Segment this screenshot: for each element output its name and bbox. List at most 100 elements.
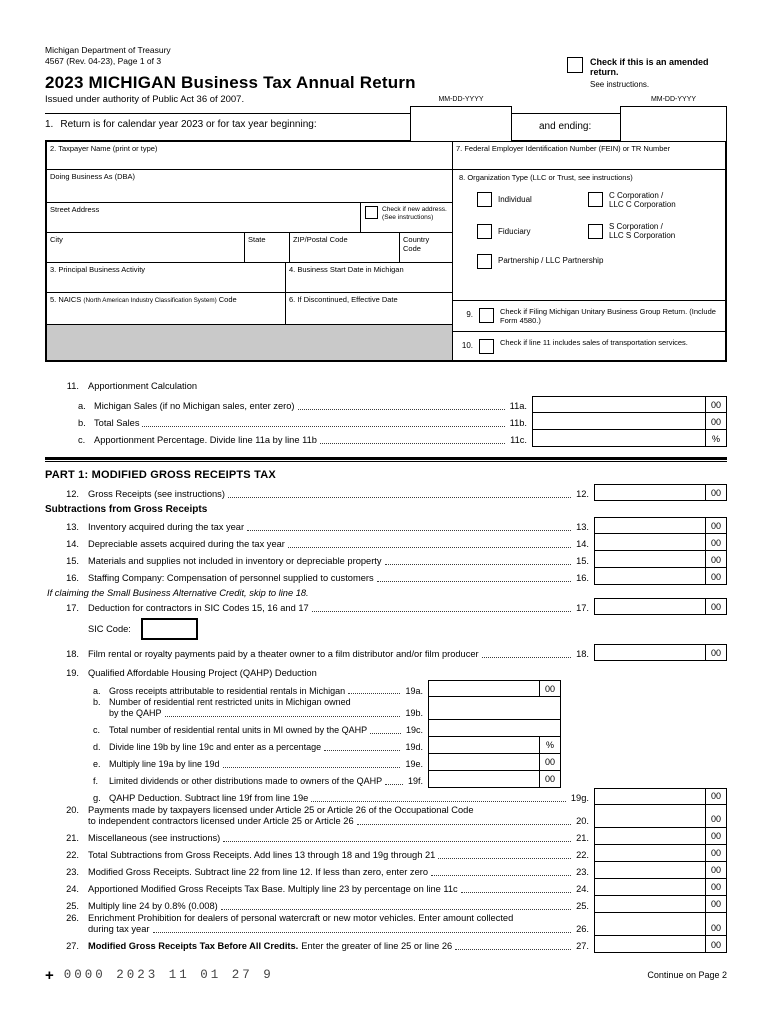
line-12-amount-box[interactable]: 00 <box>594 484 727 501</box>
line-letter: a. <box>78 401 86 412</box>
cents-cell: 00 <box>705 878 726 895</box>
line-ref: 19e. <box>405 759 423 770</box>
business-start-date-field[interactable]: 4. Business Start Date in Michigan <box>285 263 452 292</box>
tax-year-ending-field[interactable] <box>620 106 727 142</box>
line-11: 11. Apportionment Calculation <box>45 376 727 393</box>
unitary-group-checkbox[interactable] <box>479 307 494 323</box>
line-19d-percentage-box[interactable]: % <box>428 736 561 754</box>
dotted-leader <box>460 891 572 893</box>
line-19a-amount-box[interactable]: 00 <box>428 680 561 697</box>
line-text: Miscellaneous (see instructions) <box>88 833 221 844</box>
line-11c-percentage-box[interactable]: % <box>532 430 727 447</box>
line-number: 13. <box>66 522 79 533</box>
line-23-amount-box[interactable]: 00 <box>594 861 727 879</box>
amended-return-note: See instructions. <box>590 79 650 89</box>
line-number: 12. <box>66 489 79 500</box>
line-text: Gross Receipts (see instructions) <box>88 489 225 500</box>
line-19g-amount-box[interactable]: 00 <box>594 787 727 805</box>
sic-code-field[interactable] <box>140 618 198 640</box>
line-letter: b. <box>78 418 86 429</box>
line-ref: 19f. <box>407 776 423 787</box>
discontinued-date-field[interactable]: 6. If Discontinued, Effective Date <box>285 293 452 324</box>
partnership-checkbox[interactable] <box>477 253 492 269</box>
line-text: Apportionment Calculation <box>88 381 198 392</box>
part-divider-rule <box>45 457 727 462</box>
line-22: 22. Total Subtractions from Gross Receip… <box>45 844 727 862</box>
line-19c-amount-box[interactable] <box>428 719 561 737</box>
fiduciary-checkbox[interactable] <box>477 223 492 239</box>
dba-field[interactable]: Doing Business As (DBA) <box>50 172 136 181</box>
dotted-leader <box>370 732 401 734</box>
line-19e-amount-box[interactable]: 00 <box>428 753 561 771</box>
city-field[interactable]: City <box>50 235 63 244</box>
c-corporation-checkbox[interactable] <box>588 192 603 208</box>
cents-cell: 00 <box>705 935 726 952</box>
dotted-leader <box>311 611 572 612</box>
line-19d: d. Divide line 19b by line 19c and enter… <box>45 736 727 754</box>
line-19b-amount-box[interactable] <box>428 697 561 720</box>
identification-table: 2. Taxpayer Name (print or type) Doing B… <box>45 140 727 362</box>
line-13-amount-box[interactable]: 00 <box>594 517 727 534</box>
line-27-amount-box[interactable]: 00 <box>594 935 727 953</box>
line-number: 22. <box>66 850 79 861</box>
line-ref: 26. <box>576 924 589 935</box>
taxpayer-name-field[interactable]: 2. Taxpayer Name (print or type) <box>50 144 158 153</box>
line-ref: 19a. <box>405 685 423 696</box>
line-text-2: by the QAHP <box>109 708 162 719</box>
tax-year-beginning-field[interactable] <box>410 106 512 142</box>
line-19c: c. Total number of residential rental un… <box>45 719 727 737</box>
s-corporation-checkbox[interactable] <box>588 223 603 239</box>
line-text: Multiply line 19a by line 19d <box>109 759 220 770</box>
line-letter: c. <box>78 435 86 446</box>
line-number: 23. <box>66 867 79 878</box>
line-13: 13. Inventory acquired during the tax ye… <box>45 517 727 534</box>
line-number: 10. <box>461 341 473 351</box>
line-11b-amount-box[interactable]: 00 <box>532 413 727 430</box>
street-address-field[interactable]: Street Address <box>50 205 100 214</box>
dotted-leader <box>227 497 572 498</box>
line-19g: g. QAHP Deduction. Subtract line 19f fro… <box>45 787 727 805</box>
line-21-amount-box[interactable]: 00 <box>594 827 727 845</box>
line-15-amount-box[interactable]: 00 <box>594 551 727 568</box>
line-26-amount-box[interactable]: 00 <box>594 912 727 936</box>
cents-cell: 00 <box>705 895 726 912</box>
transportation-services-checkbox[interactable] <box>479 339 494 355</box>
dotted-leader <box>385 783 403 785</box>
line-20-amount-box[interactable]: 00 <box>594 804 727 828</box>
line-19f-amount-box[interactable]: 00 <box>428 770 561 788</box>
line-14-amount-box[interactable]: 00 <box>594 534 727 551</box>
amended-return-checkbox[interactable] <box>567 57 583 73</box>
line-18-amount-box[interactable]: 00 <box>594 644 727 661</box>
line-24-amount-box[interactable]: 00 <box>594 878 727 896</box>
line-25-amount-box[interactable]: 00 <box>594 895 727 913</box>
cents-cell: 00 <box>705 912 726 935</box>
dotted-leader <box>311 800 566 802</box>
principal-business-activity-field[interactable]: 3. Principal Business Activity <box>50 265 146 274</box>
line-ref: 19g. <box>570 792 589 803</box>
line-number: 14. <box>66 539 79 550</box>
line-text-2: to independent contractors licensed unde… <box>88 816 354 827</box>
new-address-checkbox[interactable] <box>365 206 378 219</box>
fein-field[interactable]: 7. Federal Employer Identification Numbe… <box>456 144 671 153</box>
line-21: 21. Miscellaneous (see instructions) 21.… <box>45 827 727 845</box>
line-letter: e. <box>93 759 101 770</box>
zip-field[interactable]: ZIP/Postal Code <box>289 233 399 262</box>
naics-code-field[interactable]: 5. NAICS (North American Industry Classi… <box>47 293 285 324</box>
page-footer: + 0000 2023 11 01 27 9 Continue on Page … <box>45 967 727 984</box>
line-number: 25. <box>66 901 79 912</box>
cents-cell: 00 <box>705 804 726 827</box>
form-subtitle: Issued under authority of Public Act 36 … <box>45 94 245 105</box>
line-17-amount-box[interactable]: 00 <box>594 598 727 615</box>
line-16-amount-box[interactable]: 00 <box>594 568 727 585</box>
state-field[interactable]: State <box>244 233 289 262</box>
cents-cell: 00 <box>705 599 726 614</box>
line-22-amount-box[interactable]: 00 <box>594 844 727 862</box>
country-code-field[interactable]: Country Code <box>399 233 452 262</box>
line-26: 26. Enrichment Prohibition for dealers o… <box>45 912 727 936</box>
org-option-individual: Individual <box>477 191 588 209</box>
line-16: 16. Staffing Company: Compensation of pe… <box>45 568 727 585</box>
line-11a-amount-box[interactable]: 00 <box>532 396 727 413</box>
cents-cell: 00 <box>705 645 726 660</box>
new-address-label: Check if new address. (See instructions) <box>382 206 447 222</box>
individual-checkbox[interactable] <box>477 192 492 208</box>
